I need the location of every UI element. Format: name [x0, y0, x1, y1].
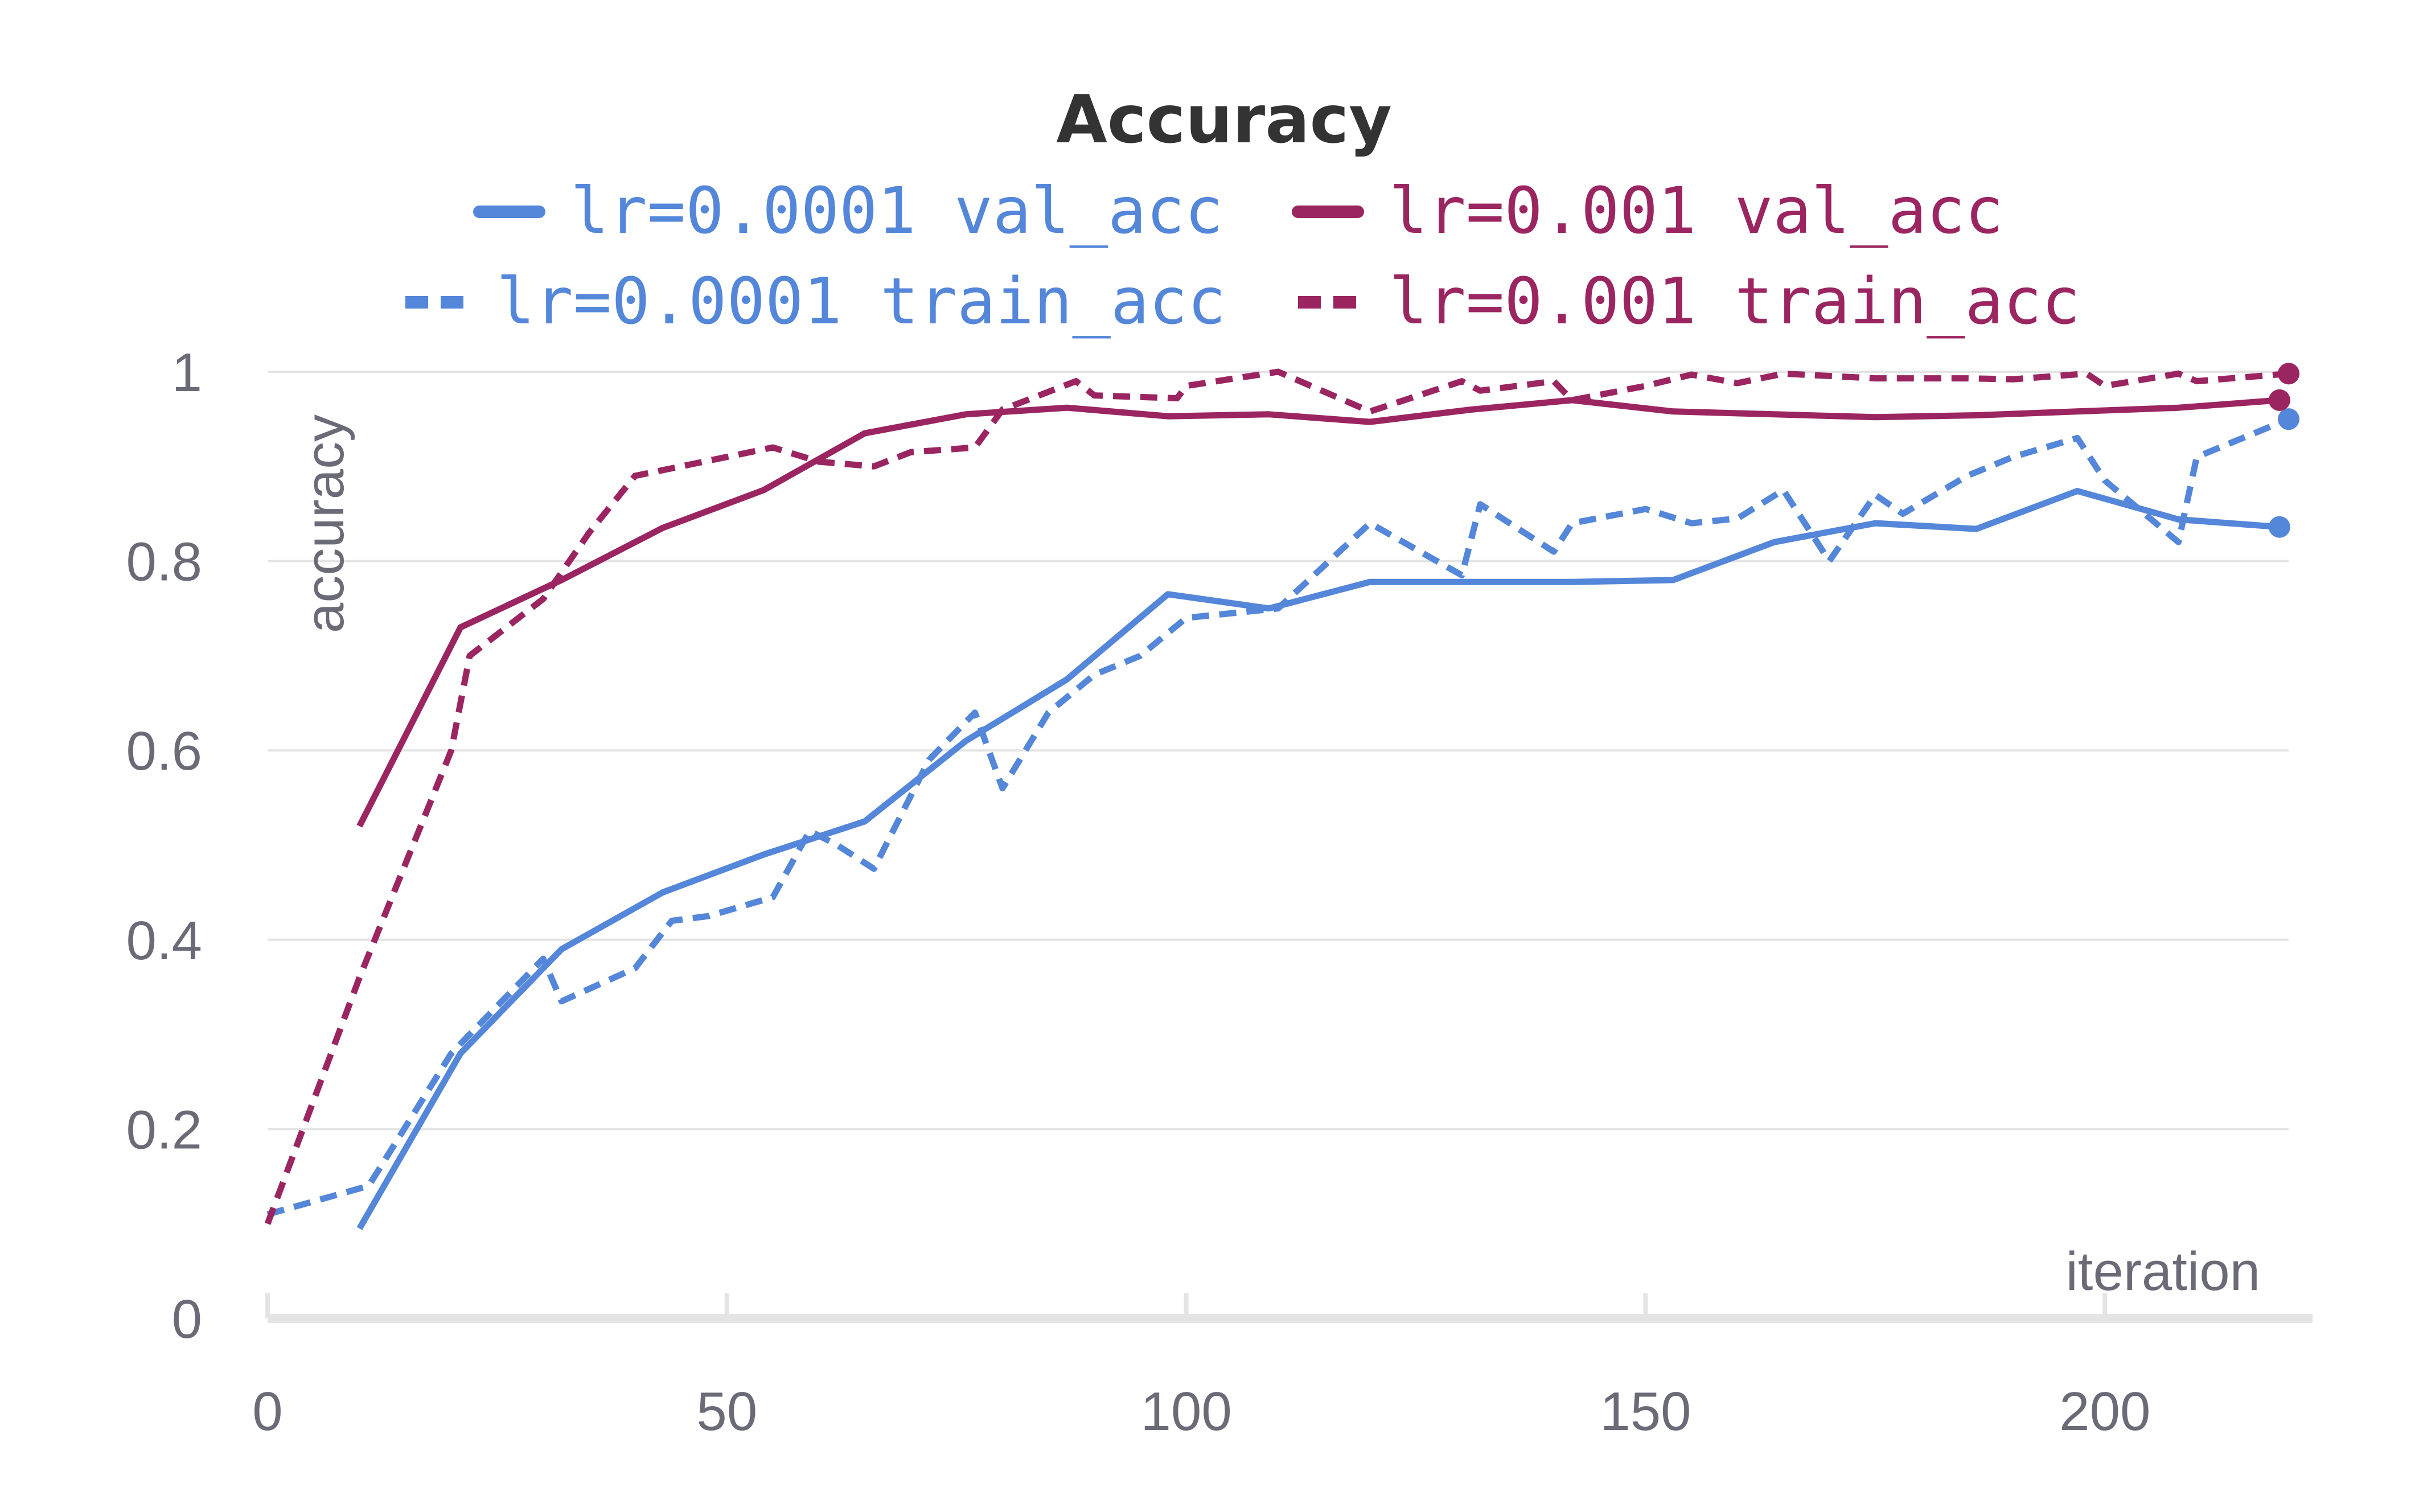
series-end-point-2	[2278, 408, 2299, 430]
chart-title: Accuracy	[1056, 81, 1392, 158]
x-tick-label: 0	[252, 1381, 282, 1442]
x-tick-label: 100	[1141, 1381, 1232, 1442]
y-tick-label: 0	[172, 1289, 202, 1350]
series-line-1	[356, 397, 2280, 828]
series-end-point-3	[2278, 363, 2299, 385]
legend-label-series-1: lr=0.001 val_acc	[1389, 174, 2003, 248]
series-end-point-1	[2268, 389, 2290, 411]
y-axis: 0 0.2 0.4 0.6 0.8 1	[126, 342, 202, 1350]
plot-area	[264, 363, 2299, 1230]
x-tick-label: 200	[2059, 1381, 2150, 1442]
y-tick-label: 1	[172, 342, 202, 403]
legend-label-series-2: lr=0.0001 train_acc	[496, 265, 1226, 339]
y-tick-label: 0.4	[126, 910, 202, 971]
y-axis-title: accuracy	[294, 414, 355, 633]
x-axis: 0 50 100 150 200	[252, 1293, 2313, 1442]
x-axis-title: iteration	[2065, 1241, 2260, 1302]
gridlines	[268, 371, 2289, 1131]
legend: lr=0.0001 val_acc lr=0.001 val_acc lr=0.…	[405, 174, 2080, 339]
series-line-3	[264, 368, 2289, 1225]
series-end-point-0	[2268, 516, 2290, 538]
y-tick-label: 0.6	[126, 721, 202, 782]
series-line-0	[356, 488, 2280, 1230]
x-tick-label: 50	[696, 1381, 757, 1442]
legend-label-series-3: lr=0.001 train_acc	[1389, 265, 2080, 339]
x-tick-label: 150	[1600, 1381, 1691, 1442]
y-tick-label: 0.8	[126, 532, 202, 593]
y-tick-label: 0.2	[126, 1099, 202, 1160]
series-line-2	[266, 416, 2290, 1218]
legend-label-series-0: lr=0.0001 val_acc	[570, 174, 1223, 248]
